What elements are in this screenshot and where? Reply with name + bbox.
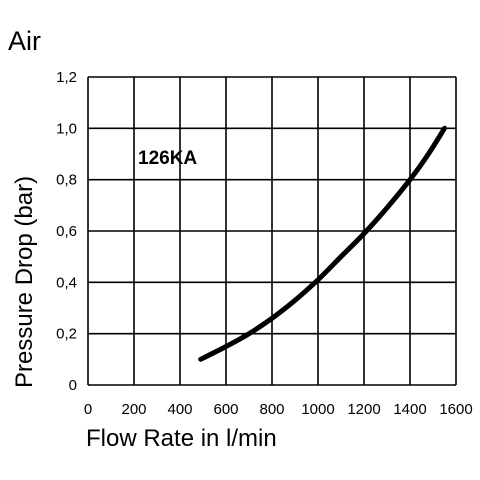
x-tick-labels: 0 200 400 600 800 1000 1200 1400 1600 [84, 401, 473, 418]
x-axis-label: Flow Rate in l/min [86, 425, 277, 452]
x-tick-label: 800 [259, 401, 284, 418]
x-tick-label: 0 [84, 401, 92, 418]
y-tick-label: 1,2 [56, 69, 77, 86]
series-layer [198, 125, 447, 362]
y-tick-label: 0,2 [56, 326, 77, 343]
x-tick-label: 1600 [439, 401, 472, 418]
x-tick-label: 400 [167, 401, 192, 418]
x-tick-label: 600 [213, 401, 238, 418]
series-line [198, 125, 447, 362]
y-tick-labels: 0 0,2 0,4 0,6 0,8 1,0 1,2 [56, 69, 77, 394]
x-tick-label: 1000 [301, 401, 334, 418]
chart-title: Air [8, 26, 41, 56]
y-tick-label: 1,0 [56, 120, 77, 137]
series-annotation: 126KA [138, 148, 197, 169]
y-tick-label: 0,6 [56, 223, 77, 240]
x-tick-label: 1200 [347, 401, 380, 418]
x-tick-label: 1400 [393, 401, 426, 418]
x-tick-label: 200 [121, 401, 146, 418]
y-tick-label: 0,4 [56, 274, 77, 291]
y-axis-label: Pressure Drop (bar) [11, 176, 38, 388]
y-tick-label: 0,8 [56, 172, 77, 189]
grid [87, 76, 457, 386]
y-tick-label: 0 [69, 377, 77, 394]
